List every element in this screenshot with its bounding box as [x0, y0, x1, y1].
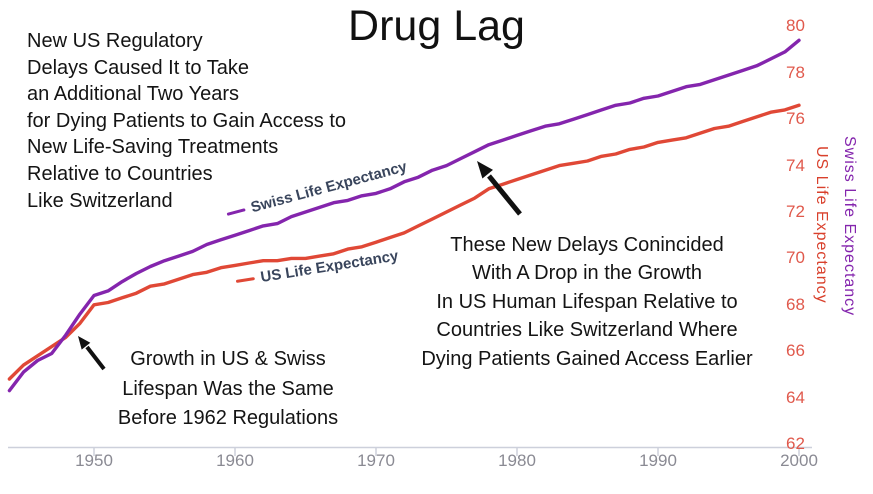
us-legend-dash-icon [235, 276, 256, 284]
y-tick-label-68: 68 [786, 294, 805, 314]
x-tick-label-2000: 2000 [780, 451, 818, 470]
x-tick-label-1950: 1950 [75, 451, 113, 470]
early-growth-arrow [78, 336, 106, 371]
y-tick-label-74: 74 [786, 155, 805, 175]
annotation-early-growth: Growth in US & Swiss Lifespan Was the Sa… [117, 348, 339, 429]
x-tick-label-1970: 1970 [357, 451, 395, 470]
page-title: Drug Lag [348, 2, 525, 50]
y-tick-label-76: 76 [786, 109, 805, 129]
annotation-new-delays: These New Delays Conincided With A Drop … [421, 234, 753, 370]
y-tick-label-64: 64 [786, 387, 805, 407]
y-tick-label-72: 72 [786, 202, 805, 221]
y-tick-label-62: 62 [786, 434, 805, 453]
y-tick-label-70: 70 [786, 248, 805, 268]
swiss-y-axis-title: Swiss Life Expectancy [841, 136, 858, 317]
x-tick-label-1960: 1960 [216, 451, 254, 470]
us-y-axis-title: US Life Expectancy [813, 146, 830, 304]
new-delays-arrow [477, 161, 522, 216]
annotation-regulatory-delays: New US Regulatory Delays Caused It to Ta… [27, 30, 347, 212]
y-tick-label-80: 80 [786, 16, 805, 36]
y-tick-label-66: 66 [786, 341, 805, 361]
swiss-legend-dash-icon [226, 207, 246, 217]
x-tick-label-1990: 1990 [639, 451, 677, 470]
x-tick-label-1980: 1980 [498, 451, 536, 470]
y-tick-label-78: 78 [786, 62, 805, 82]
swiss-life-expectancy-line [7, 38, 801, 393]
us-life-expectancy-line [7, 103, 801, 381]
